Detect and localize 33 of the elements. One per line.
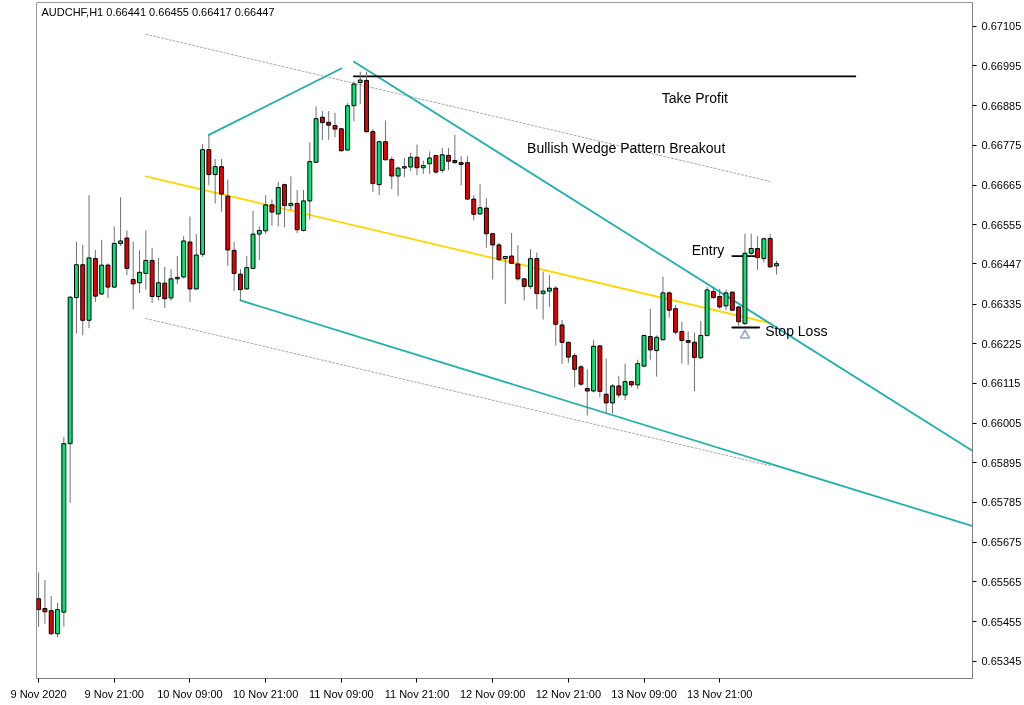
y-tick-label: 0.66555 (981, 218, 1022, 231)
series-label: Take Profit (661, 90, 729, 107)
y-tick-label: 0.65895 (981, 456, 1022, 469)
x-tick-label: 10 Nov 21:00 (232, 687, 299, 700)
y-tick-label: 0.66995 (981, 59, 1022, 72)
x-tick-label: 9 Nov 21:00 (84, 687, 144, 700)
x-tick-label: 11 Nov 21:00 (384, 687, 450, 700)
x-tick-label: 10 Nov 09:00 (157, 687, 223, 700)
y-tick-label: 0.66335 (981, 298, 1022, 311)
y-tick-label: 0.65345 (981, 655, 1022, 668)
chart-title: AUDCHF,H1 0.66441 0.66455 0.66417 0.66447 (41, 5, 275, 18)
y-tick-label: 0.66885 (981, 99, 1022, 112)
y-tick-label: 0.65455 (981, 615, 1022, 628)
y-tick-label: 0.66447 (981, 257, 1022, 270)
y-tick-label: 0.65785 (981, 496, 1022, 509)
x-tick-label: 9 Nov 2020 (10, 687, 67, 700)
series-label: Entry (691, 242, 725, 259)
x-tick-label: 12 Nov 21:00 (535, 687, 602, 700)
y-tick-label: 0.66005 (981, 417, 1022, 430)
candlestick (559, 319, 565, 365)
annotation: Bullish Wedge Pattern Breakout (527, 139, 726, 156)
x-tick-label: 11 Nov 09:00 (309, 687, 374, 700)
x-tick-label: 13 Nov 09:00 (611, 687, 677, 700)
y-tick-label: 0.65675 (981, 536, 1022, 549)
y-tick-label: 0.65565 (981, 575, 1022, 588)
y-tick-label: 0.66775 (981, 139, 1022, 152)
x-tick-label: 12 Nov 09:00 (459, 687, 526, 700)
y-tick-label: 0.66115 (981, 377, 1021, 390)
y-tick-label: 0.66225 (981, 337, 1022, 350)
x-tick-label: 13 Nov 21:00 (686, 687, 753, 700)
y-tick-label: 0.67105 (981, 20, 1022, 33)
candlestick (174, 255, 180, 285)
y-tick-label: 0.66665 (981, 179, 1022, 192)
